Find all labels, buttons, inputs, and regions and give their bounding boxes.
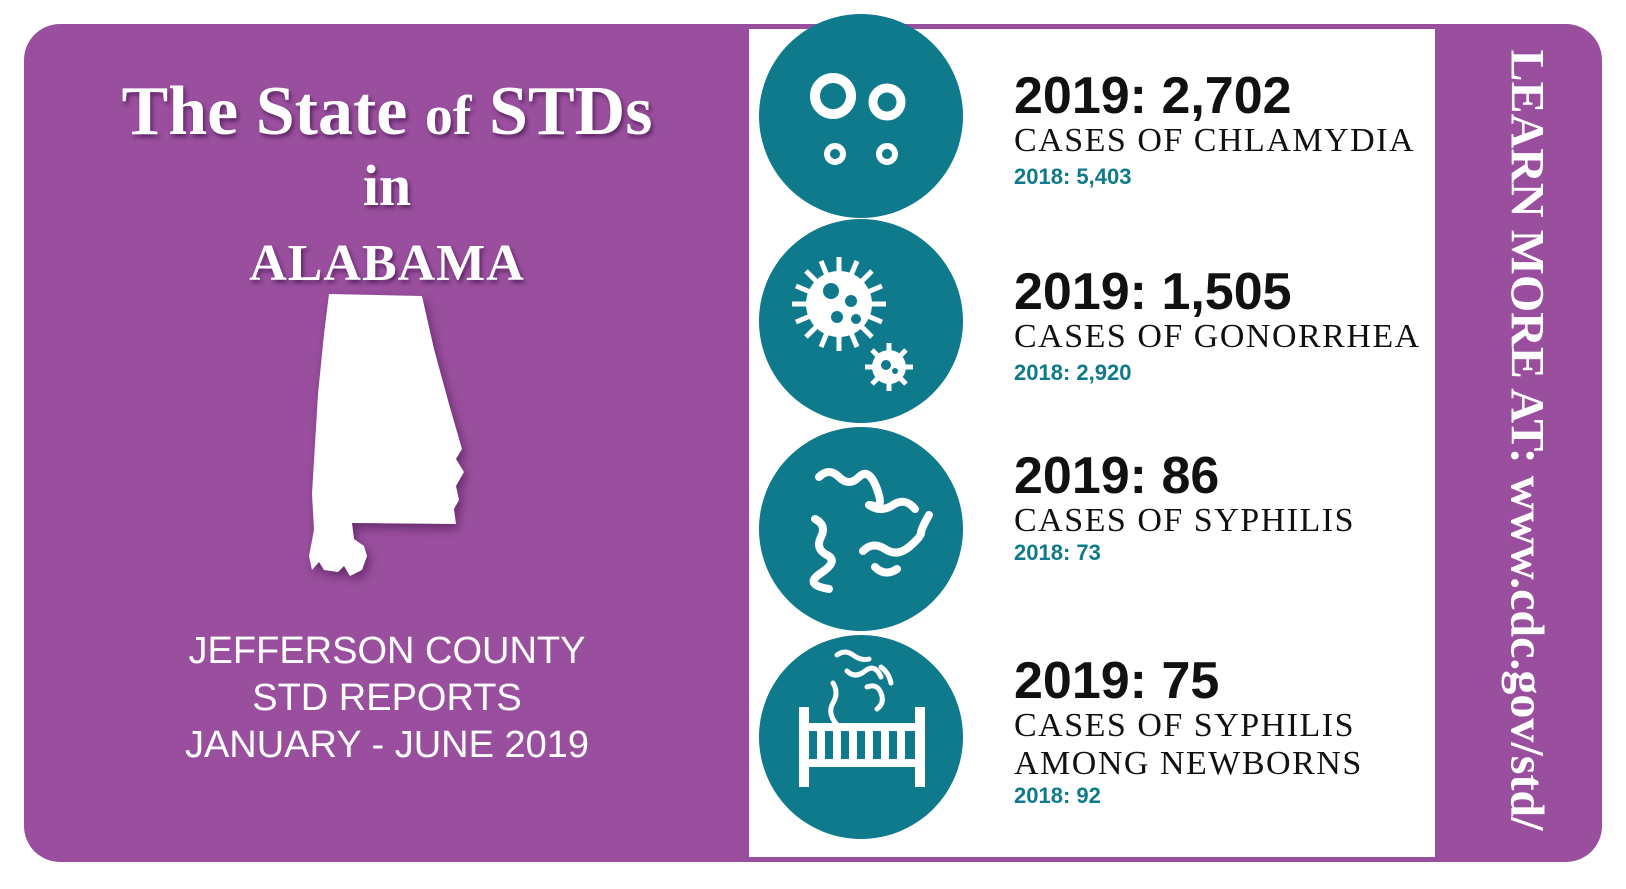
stat-headline: 2019: 75: [1014, 652, 1220, 710]
county-line-2: STD REPORTS: [252, 677, 522, 719]
stat-cases-label: CASES OF GONORRHEA: [1014, 318, 1421, 355]
title-line: The State of STDs: [24, 72, 750, 152]
syphilis-icon: [759, 427, 963, 631]
alabama-map-icon: [309, 294, 464, 576]
stat-gonorrhea: 2019: 1,505 CASES OF GONORRHEA 2018: 2,9…: [1014, 266, 1421, 386]
stat-cases-label: CASES OF CHLAMYDIA: [1014, 122, 1416, 159]
title-of: of: [424, 85, 472, 147]
left-panel: The State of STDs in ALABAMA JEFFERSON C…: [24, 24, 750, 862]
title-in: in: [362, 153, 412, 218]
stat-headline: 2019: 86: [1014, 447, 1220, 505]
stat-syphilis: 2019: 86 CASES OF SYPHILIS 2018: 73: [1014, 450, 1355, 566]
stat-headline: 2019: 1,505: [1014, 263, 1292, 321]
stat-chlamydia: 2019: 2,702 CASES OF CHLAMYDIA 2018: 5,4…: [1014, 70, 1415, 190]
stat-previous: 2018: 73: [1014, 540, 1101, 565]
title-state: State: [255, 73, 408, 150]
title-stds: STDs: [489, 73, 653, 150]
stat-previous: 2018: 92: [1014, 783, 1101, 808]
stat-cases-label: CASES OF SYPHILIS: [1014, 502, 1356, 539]
learn-more-link[interactable]: LEARN MORE AT: www.cdc.gov/std/: [1500, 49, 1554, 831]
stat-cases-label: CASES OF SYPHILIS: [1014, 707, 1356, 744]
state-name: ALABAMA: [249, 235, 525, 292]
county-line-3: JANUARY - JUNE 2019: [184, 724, 590, 766]
stat-headline: 2019: 2,702: [1014, 67, 1292, 125]
stat-previous: 2018: 5,403: [1014, 164, 1132, 189]
title-the: The: [121, 73, 239, 150]
stat-newborn-syphilis: 2019: 75 CASES OF SYPHILIS AMONG NEWBORN…: [1014, 655, 1363, 809]
stat-cases-label-2: AMONG NEWBORNS: [1014, 745, 1363, 782]
gonorrhea-icon: [759, 219, 963, 423]
crib-syphilis-icon: [759, 635, 963, 839]
county-line-1: JEFFERSON COUNTY: [188, 630, 586, 672]
stat-previous: 2018: 2,920: [1014, 360, 1132, 385]
chlamydia-icon: [759, 14, 963, 218]
